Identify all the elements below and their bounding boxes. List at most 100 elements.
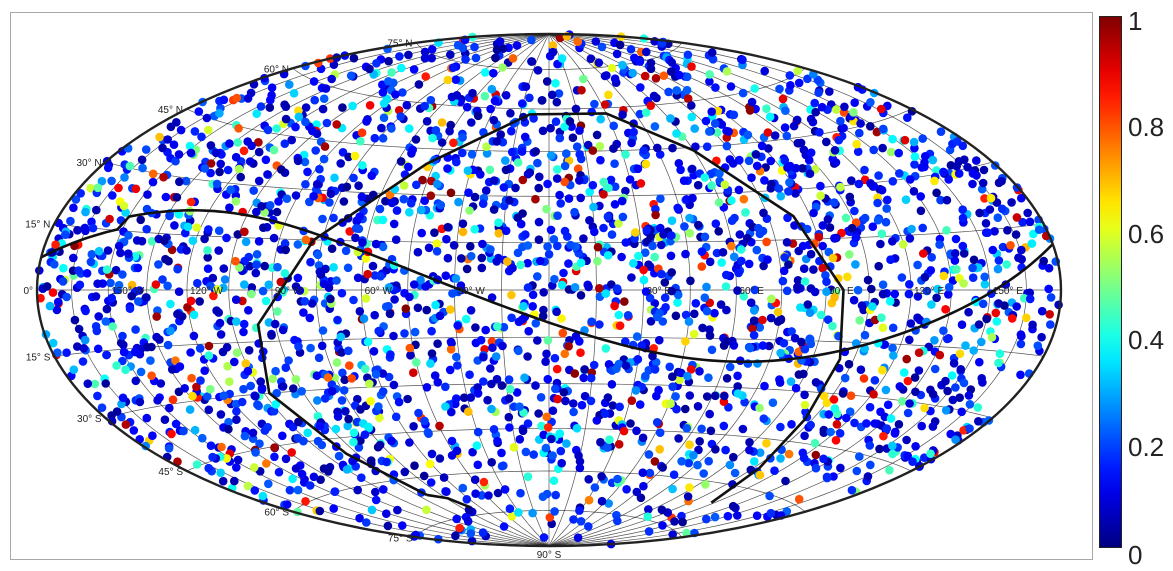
- data-point: [851, 233, 861, 242]
- data-point: [825, 87, 834, 96]
- data-point: [575, 150, 584, 159]
- data-point: [317, 440, 327, 450]
- data-point: [384, 301, 393, 311]
- data-point: [73, 226, 82, 235]
- data-point: [422, 383, 432, 392]
- data-point: [280, 269, 290, 278]
- data-point: [269, 233, 279, 243]
- data-point: [625, 175, 635, 184]
- data-point: [172, 118, 181, 127]
- data-point: [954, 157, 964, 166]
- data-point: [759, 414, 769, 424]
- lon-label: 90° E: [829, 286, 854, 297]
- data-point: [252, 260, 261, 270]
- data-point: [69, 365, 79, 375]
- data-point: [222, 233, 231, 243]
- data-point: [920, 152, 930, 161]
- data-point: [374, 402, 383, 411]
- data-point: [734, 185, 744, 195]
- data-point: [523, 258, 532, 268]
- data-point: [688, 193, 697, 203]
- data-point: [387, 198, 397, 208]
- data-point: [306, 257, 315, 267]
- data-point: [250, 486, 260, 495]
- data-point: [1000, 301, 1009, 310]
- data-point: [775, 378, 785, 387]
- data-point: [339, 386, 349, 395]
- data-point: [281, 363, 291, 373]
- data-point: [443, 222, 453, 232]
- data-point: [513, 248, 523, 258]
- data-point: [320, 142, 330, 151]
- data-point: [330, 487, 340, 496]
- data-point: [546, 123, 555, 133]
- data-point: [555, 33, 565, 43]
- data-point: [557, 280, 567, 290]
- data-point: [280, 139, 290, 148]
- data-point: [866, 460, 875, 470]
- data-point: [610, 74, 620, 83]
- data-point: [898, 240, 908, 249]
- data-point: [733, 286, 742, 295]
- data-point: [741, 208, 750, 217]
- data-point: [750, 84, 759, 93]
- meridian-line: [186, 33, 550, 547]
- data-point: [671, 311, 681, 321]
- data-point: [381, 196, 390, 206]
- data-point: [573, 533, 583, 542]
- data-point: [342, 182, 352, 192]
- data-point: [555, 429, 565, 438]
- data-point: [175, 177, 184, 187]
- data-point: [171, 419, 181, 429]
- data-point: [508, 263, 517, 273]
- data-point: [409, 422, 418, 431]
- data-point: [615, 321, 625, 331]
- data-point: [727, 196, 736, 205]
- data-point: [972, 156, 981, 165]
- data-point: [495, 37, 505, 46]
- data-point: [358, 161, 367, 170]
- data-point: [592, 130, 602, 140]
- data-point: [367, 171, 377, 180]
- data-point: [301, 117, 310, 127]
- data-point: [458, 227, 468, 237]
- data-point: [564, 194, 574, 203]
- data-point: [479, 352, 488, 362]
- data-point: [403, 394, 412, 404]
- data-point: [944, 175, 953, 184]
- data-point: [309, 472, 319, 482]
- data-point: [760, 381, 769, 391]
- data-point: [300, 297, 310, 306]
- data-point: [148, 431, 157, 441]
- data-point: [433, 179, 442, 189]
- data-point: [277, 165, 286, 174]
- data-point: [500, 485, 510, 494]
- data-point: [390, 295, 399, 304]
- data-point: [538, 492, 548, 502]
- data-point: [936, 127, 946, 136]
- data-point: [552, 364, 562, 374]
- data-point: [803, 74, 812, 84]
- data-point: [376, 272, 385, 281]
- data-point: [419, 471, 429, 481]
- data-point: [204, 341, 214, 351]
- data-point: [553, 241, 562, 251]
- data-point: [874, 171, 883, 180]
- data-point: [557, 458, 566, 468]
- data-point: [799, 145, 809, 155]
- data-point: [248, 428, 258, 438]
- data-point: [830, 234, 839, 243]
- data-point: [374, 326, 384, 336]
- data-point: [631, 228, 640, 237]
- data-point: [650, 457, 660, 466]
- data-point: [119, 340, 128, 350]
- data-point: [775, 84, 784, 94]
- data-point: [981, 219, 991, 228]
- data-point: [1037, 332, 1046, 342]
- data-point: [190, 127, 200, 136]
- data-point: [894, 148, 903, 158]
- data-point: [334, 451, 344, 461]
- data-point: [465, 206, 474, 215]
- data-point: [106, 278, 115, 288]
- data-point: [141, 293, 151, 302]
